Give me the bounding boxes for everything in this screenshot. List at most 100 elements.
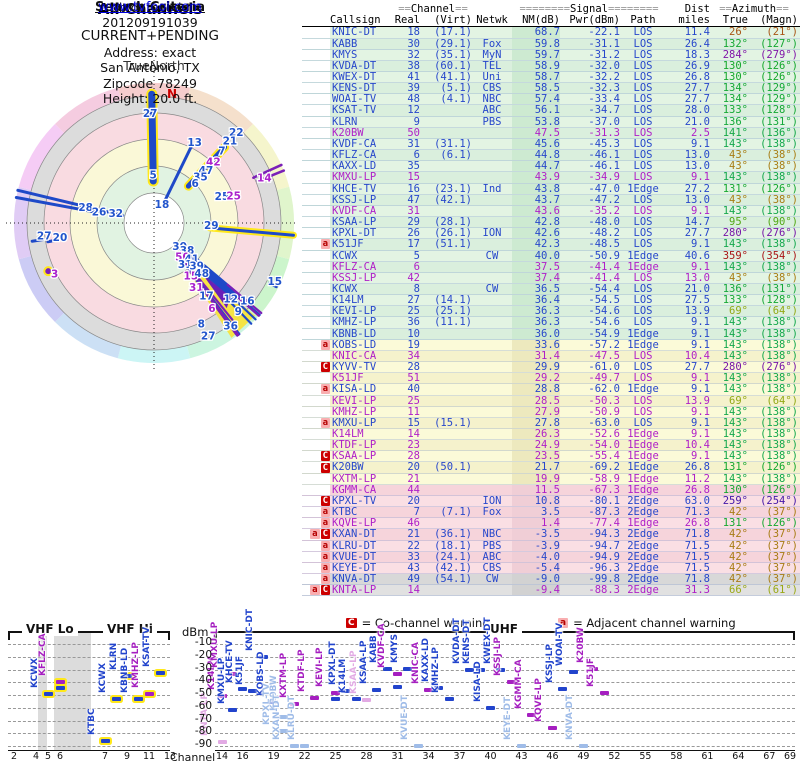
callsign[interactable]: KHCE-TV <box>332 182 377 195</box>
callsign[interactable]: KMHZ-LP <box>332 316 377 329</box>
callsign[interactable]: KEVI-LP <box>332 305 377 318</box>
table-row-kxtm-lp[interactable]: KXTM-LP 21 19.9 -58.9 1Edge 11.2 143° (138°) <box>302 472 800 485</box>
callsign[interactable]: KNVA-DT <box>332 573 377 586</box>
table-row-kvda-dt[interactable]: KVDA-DT 38 (60.1) TEL 58.9 -32.0 LOS 26.9 130° (1… <box>302 59 800 72</box>
table-row-khce-tv[interactable]: KHCE-TV 16 (23.1) Ind 43.8 -47.0 1Edge 27.2 131°… <box>302 182 800 195</box>
table-row-kflz-ca[interactable]: KFLZ-CA 6 37.5 -41.4 1Edge 9.1 143° (138°) <box>302 260 800 273</box>
callsign[interactable]: KCWX <box>332 249 358 262</box>
callsign[interactable]: KAXX-LD <box>332 160 377 173</box>
table-row-klru-dt[interactable]: a KLRU-DT 22 (18.1) PBS -3.9 -94.7 2Edge 71.5 42°… <box>302 539 800 552</box>
callsign[interactable]: KSSJ-LP <box>332 193 377 206</box>
callsign[interactable]: KISA-LD <box>332 383 377 396</box>
table-row-k14lm[interactable]: K14LM 27 (14.1) 36.4 -54.5 LOS 27.5 133° (128°) <box>302 294 800 307</box>
callsign[interactable]: KLRN <box>332 115 358 128</box>
callsign[interactable]: KSAA-LP <box>332 450 377 463</box>
table-row-kpxl-dt[interactable]: KPXL-DT 26 (26.1) ION 42.6 -48.2 LOS 27.7 280° (2… <box>302 227 800 240</box>
callsign[interactable]: KWEX-DT <box>332 71 377 83</box>
callsign[interactable]: K51JF <box>332 238 364 251</box>
callsign[interactable]: KNIC-CA <box>332 349 377 362</box>
table-row-ksaa-lp[interactable]: C KSAA-LP 28 23.5 -55.4 1Edge 9.1 143° (138°) <box>302 450 800 463</box>
table-row-kwex-dt[interactable]: KWEX-DT 41 (41.1) Uni 58.7 -32.2 LOS 26.8 130° (1… <box>302 71 800 84</box>
table-row-knic-ca[interactable]: KNIC-CA 34 31.4 -47.5 LOS 10.4 143° (138°) <box>302 349 800 363</box>
callsign[interactable]: KFLZ-CA <box>332 149 377 162</box>
table-row-kcwx[interactable]: KCWX 5 CW 40.0 -50.9 1Edge 40.6 359° (354°) <box>302 249 800 262</box>
table-row-k20bw[interactable]: K20BW 50 47.5 -31.3 LOS 2.5 141° (136°) <box>302 126 800 139</box>
table-row-kgmm-ca[interactable]: KGMM-CA 44 11.5 -67.3 1Edge 26.8 130° (126°) <box>302 483 800 496</box>
callsign[interactable]: K20BW <box>332 461 364 474</box>
callsign[interactable]: KMYS <box>332 48 358 61</box>
callsign[interactable]: KSSJ-LP <box>332 271 377 284</box>
callsign[interactable]: KSAT-TV <box>332 104 377 117</box>
table-row-k14lm[interactable]: K14LM 14 26.3 -52.6 1Edge 9.1 143° (138°) <box>302 428 800 441</box>
callsign[interactable]: KENS-DT <box>332 82 377 95</box>
callsign[interactable]: KGMM-CA <box>332 483 377 496</box>
table-row-knta-lp[interactable]: a C KNTA-LP 14 -9.4 -88.3 2Edge 31.3 66° (61°) <box>302 584 800 597</box>
callsign[interactable]: KTBC <box>332 506 358 519</box>
callsign[interactable]: KVDF-CA <box>332 137 377 150</box>
table-row-kaxx-ld[interactable]: KAXX-LD 35 44.7 -46.1 LOS 13.0 43° (38°) <box>302 160 800 173</box>
table-row-ktdf-lp[interactable]: KTDF-LP 23 24.9 -54.0 1Edge 10.4 143° (138°) <box>302 439 800 452</box>
callsign[interactable]: K14LM <box>332 294 364 307</box>
table-row-kmxu-lp[interactable]: a KMXU-LP 15 (15.1) 27.8 -63.0 LOS 9.1 143° (138°… <box>302 416 800 429</box>
callsign[interactable]: KTDF-LP <box>332 439 377 452</box>
callsign[interactable]: K20BW <box>332 126 364 139</box>
table-row-kbnb-ld[interactable]: KBNB-LD 10 36.0 -54.9 1Edge 9.1 143° (138°) <box>302 327 800 340</box>
callsign[interactable]: KEVI-LP <box>332 394 377 407</box>
callsign[interactable]: KMXU-LP <box>332 416 377 429</box>
table-row-kqve-lp[interactable]: a KQVE-LP 46 1.4 -77.4 1Edge 26.8 131° (126°) <box>302 517 800 530</box>
callsign[interactable]: KXTM-LP <box>332 472 377 485</box>
callsign[interactable]: KQVE-LP <box>332 517 377 530</box>
table-row-kxan-dt[interactable]: a C KXAN-DT 21 (36.1) NBC -3.5 -94.3 2Edge 71.8 42… <box>302 528 800 541</box>
callsign[interactable]: KNTA-LP <box>332 584 377 597</box>
table-row-k51jf[interactable]: K51JF 51 29.2 -49.7 LOS 9.1 143° (138°) <box>302 372 800 385</box>
callsign[interactable]: KSAA-LP <box>332 216 377 229</box>
table-row-kisa-ld[interactable]: a KISA-LD 40 28.8 -62.0 1Edge 9.1 143° (138°) <box>302 383 800 396</box>
table-row-kssj-lp[interactable]: KSSJ-LP 42 37.4 -41.4 LOS 13.0 43° (38°) <box>302 271 800 284</box>
callsign[interactable]: KMHZ-LP <box>332 405 377 418</box>
callsign[interactable]: KPXL-TV <box>332 494 377 507</box>
table-row-kvue-dt[interactable]: a KVUE-DT 33 (24.1) ABC -4.0 -94.9 2Edge 71.5 42°… <box>302 550 800 563</box>
table-row-kmys[interactable]: KMYS 32 (35.1) MyN 59.7 -31.2 LOS 18.3 284° (279°… <box>302 48 800 61</box>
table-row-ksat-tv[interactable]: KSAT-TV 12 ABC 56.1 -34.7 LOS 28.0 133° (128°) <box>302 104 800 117</box>
table-row-kmhz-lp[interactable]: KMHZ-LP 36 (11.1) 36.3 -54.6 LOS 9.1 143° (138°) <box>302 316 800 329</box>
callsign[interactable]: K51JF <box>332 372 364 385</box>
callsign[interactable]: KLRU-DT <box>332 539 377 552</box>
table-row-kabb[interactable]: KABB 30 (29.1) Fox 59.8 -31.1 LOS 26.4 132° (127°… <box>302 37 800 50</box>
callsign[interactable]: KNIC-DT <box>332 26 377 39</box>
table-row-kevi-lp[interactable]: KEVI-LP 25 (25.1) 36.3 -54.6 LOS 13.9 69° (64°) <box>302 305 800 318</box>
table-row-kvdf-ca[interactable]: KVDF-CA 31 43.6 -35.2 LOS 9.1 143° (138°) <box>302 204 800 218</box>
callsign[interactable]: KABB <box>332 37 358 50</box>
callsign[interactable]: KOBS-LD <box>332 338 377 351</box>
callsign[interactable]: KPXL-DT <box>332 227 377 240</box>
table-row-kcwx[interactable]: KCWX 8 CW 36.5 -54.4 LOS 21.0 136° (131°) <box>302 282 800 296</box>
callsign[interactable]: KCWX <box>332 282 358 295</box>
table-row-knic-dt[interactable]: KNIC-DT 18 (17.1) 68.7 -22.1 LOS 11.4 26° (21°) <box>302 26 800 39</box>
callsign[interactable]: KVDF-CA <box>332 204 377 217</box>
callsign[interactable]: KYVV-TV <box>332 361 377 374</box>
table-row-kvdf-ca[interactable]: KVDF-CA 31 (31.1) 45.6 -45.3 LOS 9.1 143° (138°) <box>302 137 800 151</box>
callsign[interactable]: WOAI-TV <box>332 93 377 106</box>
table-row-kobs-ld[interactable]: a KOBS-LD 19 33.6 -57.2 1Edge 9.1 143° (138°) <box>302 338 800 351</box>
table-row-ksaa-lp[interactable]: KSAA-LP 29 (28.1) 42.8 -48.0 LOS 14.7 95° (90°) <box>302 216 800 229</box>
table-row-kssj-lp[interactable]: KSSJ-LP 47 (42.1) 43.7 -47.2 LOS 13.0 43° (38°) <box>302 193 800 206</box>
callsign[interactable]: K14LM <box>332 428 364 440</box>
callsign[interactable]: KBNB-LD <box>332 327 377 340</box>
table-row-ktbc[interactable]: a KTBC 7 (7.1) Fox 3.5 -87.3 2Edge 71.3 42° (37°) <box>302 506 800 519</box>
callsign[interactable]: KMXU-LP <box>332 171 377 184</box>
table-row-knva-dt[interactable]: a KNVA-DT 49 (54.1) CW -9.0 -99.8 2Edge 71.8 42° (… <box>302 573 800 586</box>
callsign[interactable]: KVDA-DT <box>332 59 377 72</box>
callsign[interactable]: KXAN-DT <box>332 528 377 541</box>
callsign[interactable]: KEYE-DT <box>332 561 377 574</box>
table-row-k20bw[interactable]: C K20BW 20 (50.1) 21.7 -69.2 1Edge 26.8 131° (126… <box>302 461 800 474</box>
table-row-kyvv-tv[interactable]: C KYVV-TV 28 29.9 -61.0 LOS 27.7 280° (276°) <box>302 361 800 374</box>
callsign[interactable]: KVUE-DT <box>332 550 377 563</box>
table-row-kevi-lp[interactable]: KEVI-LP 25 28.5 -50.3 LOS 13.9 69° (64°) <box>302 394 800 407</box>
table-row-kmhz-lp[interactable]: KMHZ-LP 11 27.9 -50.9 LOS 9.1 143° (138°) <box>302 405 800 418</box>
table-row-klrn[interactable]: KLRN 9 PBS 53.8 -37.0 LOS 21.0 136° (131°) <box>302 115 800 128</box>
callsign[interactable]: KFLZ-CA <box>332 260 377 273</box>
table-row-kpxl-tv[interactable]: C KPXL-TV 20 ION 10.8 -80.1 2Edge 63.0 259° (254°… <box>302 494 800 508</box>
table-row-woai-tv[interactable]: WOAI-TV 48 (4.1) NBC 57.4 -33.4 LOS 27.7 134° (12… <box>302 93 800 106</box>
table-row-kflz-ca[interactable]: KFLZ-CA 6 (6.1) 44.8 -46.1 LOS 13.0 43° (38°) <box>302 149 800 162</box>
table-row-kens-dt[interactable]: KENS-DT 39 (5.1) CBS 58.5 -32.3 LOS 27.7 134° (12… <box>302 82 800 95</box>
table-row-kmxu-lp[interactable]: KMXU-LP 15 43.9 -34.9 LOS 9.1 143° (138°) <box>302 171 800 184</box>
